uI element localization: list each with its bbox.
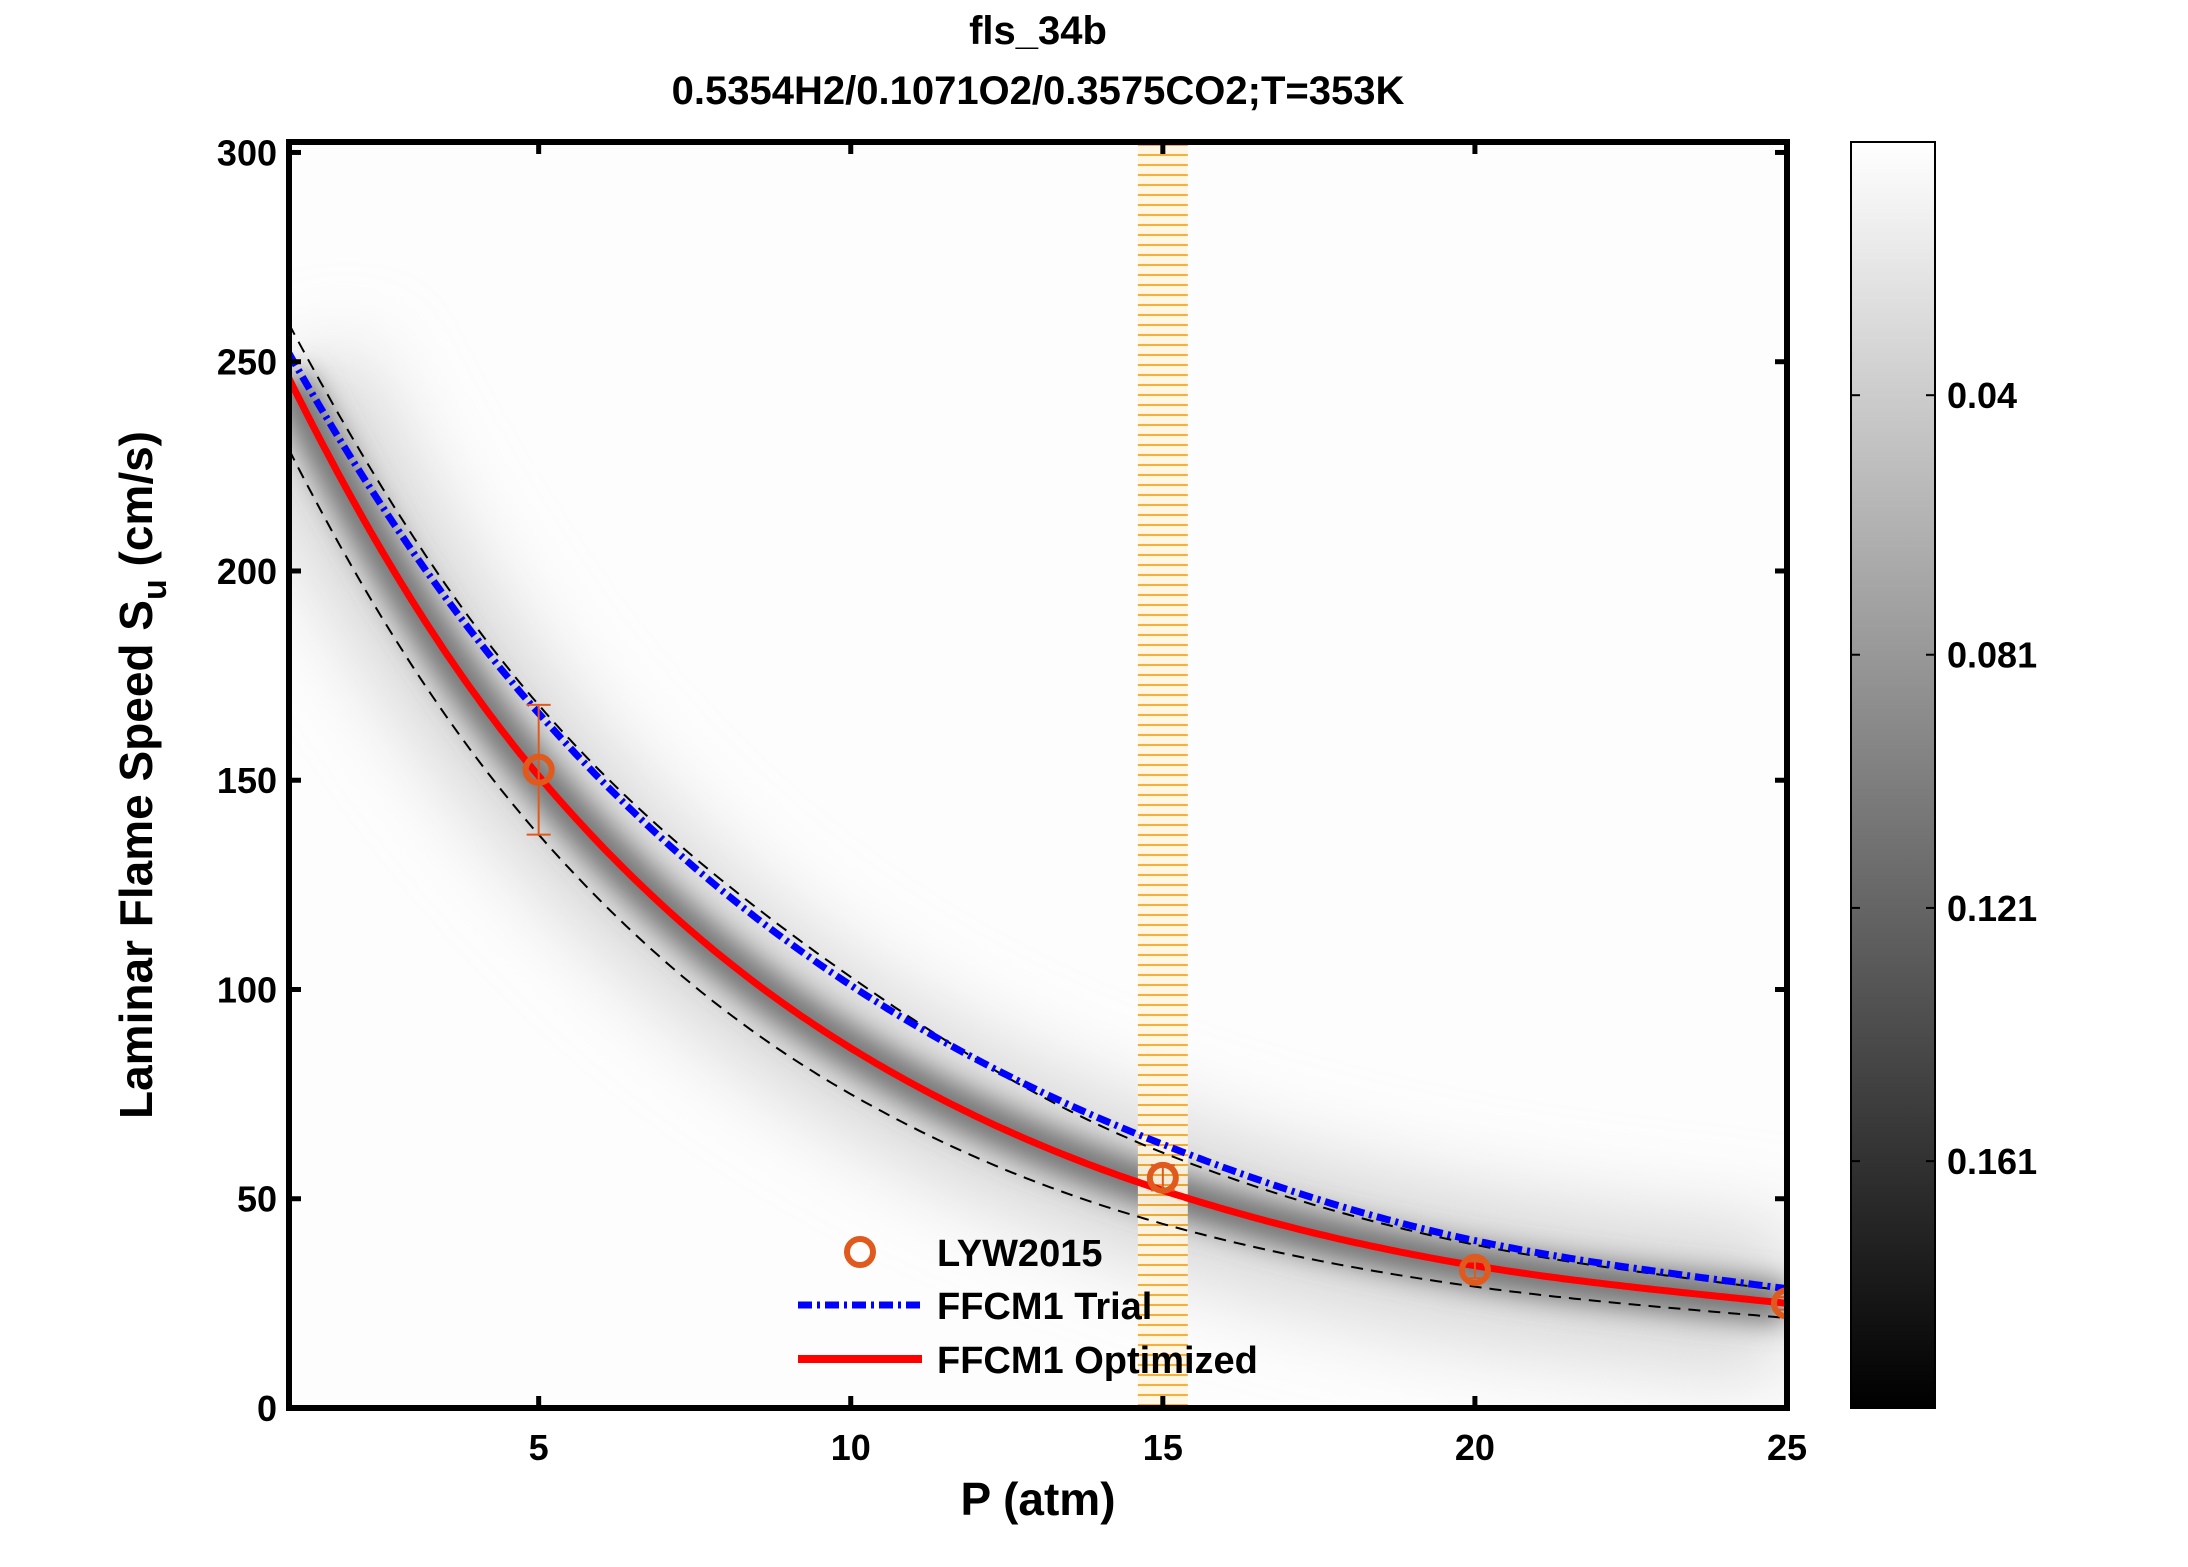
data-point <box>1458 1253 1491 1286</box>
data-point <box>1771 1287 1787 1320</box>
colorbar-tick-label: 0.04 <box>1947 375 2017 416</box>
x-axis-label: P (atm) <box>960 1473 1115 1525</box>
y-tick-label: 150 <box>217 760 277 801</box>
x-tick-label: 15 <box>1143 1427 1183 1468</box>
chart-title: fls_34b <box>969 9 1107 53</box>
data-point <box>1146 1161 1179 1194</box>
legend-marker-lyw2015 <box>844 1236 876 1268</box>
legend-label: FFCM1 Trial <box>937 1286 1152 1328</box>
colorbar-tick-label: 0.081 <box>1947 635 2037 676</box>
colorbar <box>1850 141 1936 1409</box>
x-tick-label: 20 <box>1455 1427 1495 1468</box>
axes-frame <box>286 139 1790 1411</box>
plot-area <box>289 142 1787 1408</box>
legend-label: FFCM1 Optimized <box>937 1340 1258 1382</box>
y-tick-label: 300 <box>217 132 277 173</box>
x-tick-label: 25 <box>1767 1427 1807 1468</box>
chart-subtitle: 0.5354H2/0.1071O2/0.3575CO2;T=353K <box>672 69 1405 113</box>
y-tick-label: 250 <box>217 342 277 383</box>
y-tick-label: 50 <box>237 1179 277 1220</box>
data-point <box>522 753 555 786</box>
y-axis-label: Laminar Flame Speed Su (cm/s) <box>110 431 174 1119</box>
y-tick-label: 0 <box>257 1388 277 1429</box>
legend: LYW2015 FFCM1 Trial FFCM1 Optimized <box>798 1233 1258 1382</box>
x-tick-label: 5 <box>529 1427 549 1468</box>
y-tick-label: 100 <box>217 969 277 1010</box>
colorbar-tick-label: 0.121 <box>1947 888 2037 929</box>
colorbar-tick-label: 0.161 <box>1947 1141 2037 1182</box>
y-tick-label: 200 <box>217 551 277 592</box>
x-tick-label: 10 <box>831 1427 871 1468</box>
legend-label: LYW2015 <box>937 1233 1102 1275</box>
